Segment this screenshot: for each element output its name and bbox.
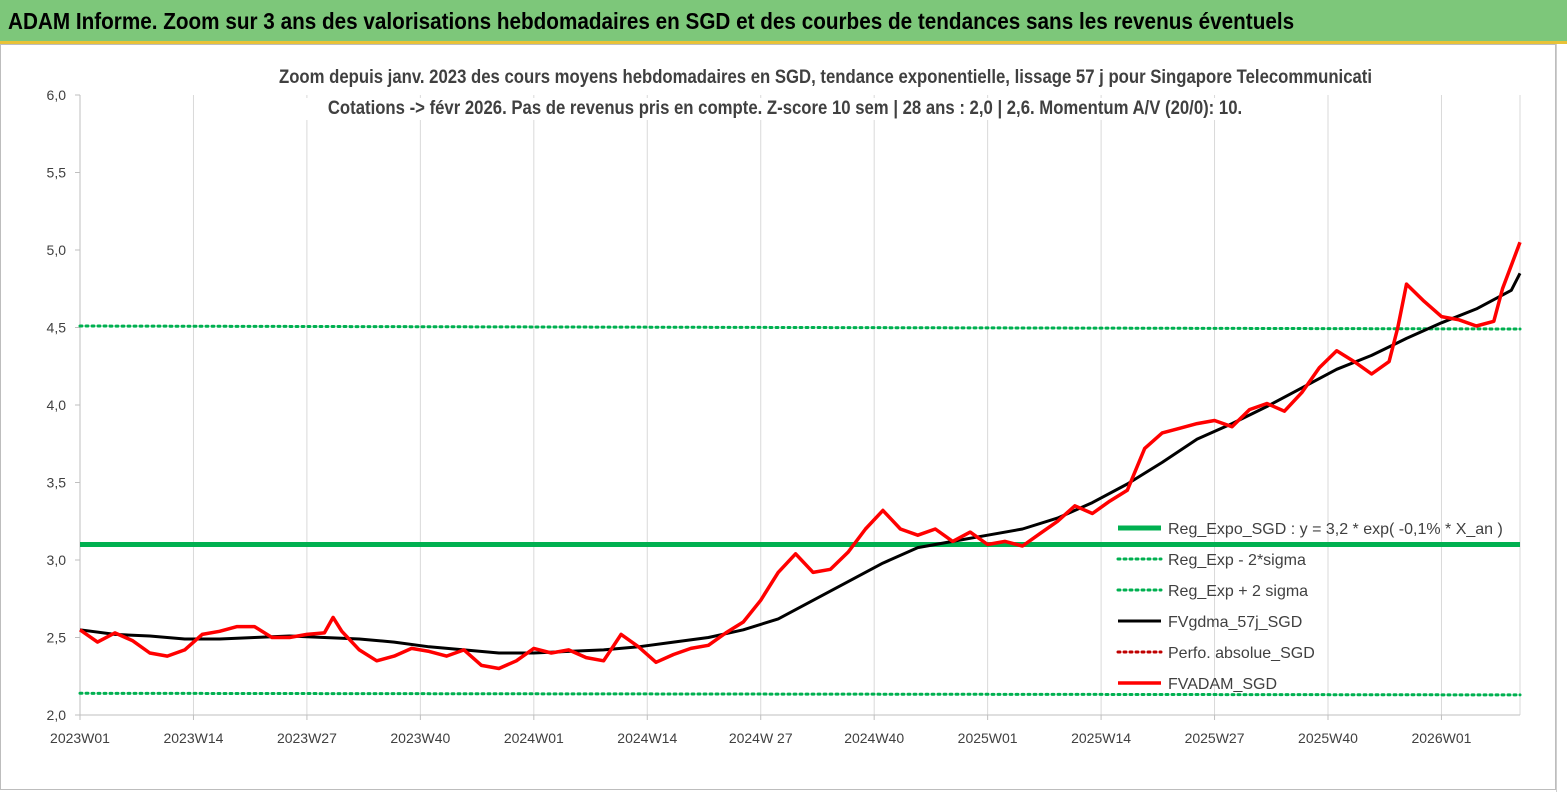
x-tick-label: 2024W 27 <box>729 730 793 746</box>
series-line-3 <box>79 272 1522 655</box>
x-tick-label: 2024W14 <box>617 730 677 746</box>
x-tick-label: 2025W01 <box>958 730 1018 746</box>
window-edge <box>1556 44 1567 792</box>
series-line-5 <box>78 241 1522 671</box>
report-title: ADAM Informe. Zoom sur 3 ans des valoris… <box>8 8 1295 34</box>
legend-label: FVADAM_SGD <box>1168 676 1277 693</box>
y-tick-label: 2,0 <box>47 707 67 723</box>
y-tick-label: 2,5 <box>47 630 67 646</box>
legend-label: FVgdma_57j_SGD <box>1168 614 1302 631</box>
y-tick-label: 3,0 <box>47 552 67 568</box>
series-line-1 <box>78 691 1522 697</box>
x-tick-label: 2023W40 <box>390 730 450 746</box>
chart-frame <box>0 44 1556 790</box>
x-tick-label: 2025W27 <box>1185 730 1245 746</box>
x-tick-label: 2025W40 <box>1298 730 1358 746</box>
y-tick-label: 4,5 <box>47 320 67 336</box>
chart-subtitle: Cotations -> févr 2026. Pas de revenus p… <box>279 98 1291 120</box>
x-tick-label: 2026W01 <box>1411 730 1471 746</box>
x-tick-label: 2023W14 <box>163 730 223 746</box>
report-banner: ADAM Informe. Zoom sur 3 ans des valoris… <box>0 0 1567 44</box>
x-tick-label: 2023W01 <box>50 730 110 746</box>
x-tick-label: 2025W14 <box>1071 730 1131 746</box>
y-tick-label: 4,0 <box>47 397 67 413</box>
y-tick-label: 5,0 <box>47 242 67 258</box>
chart-title: Zoom depuis janv. 2023 des cours moyens … <box>279 67 1373 89</box>
legend-label: Reg_Exp - 2*sigma <box>1168 552 1306 569</box>
legend-label: Reg_Expo_SGD : y = 3,2 * exp( -0,1% * X_… <box>1168 521 1503 538</box>
legend-label: Perfo. absolue_SGD <box>1168 645 1315 662</box>
legend-label: Reg_Exp + 2 sigma <box>1168 583 1308 600</box>
x-tick-label: 2024W40 <box>844 730 904 746</box>
x-tick-label: 2024W01 <box>504 730 564 746</box>
y-tick-label: 6,0 <box>47 87 67 103</box>
y-tick-label: 3,5 <box>47 475 67 491</box>
y-tick-label: 5,5 <box>47 165 67 181</box>
series-line-2 <box>78 324 1522 331</box>
x-tick-label: 2023W27 <box>277 730 337 746</box>
